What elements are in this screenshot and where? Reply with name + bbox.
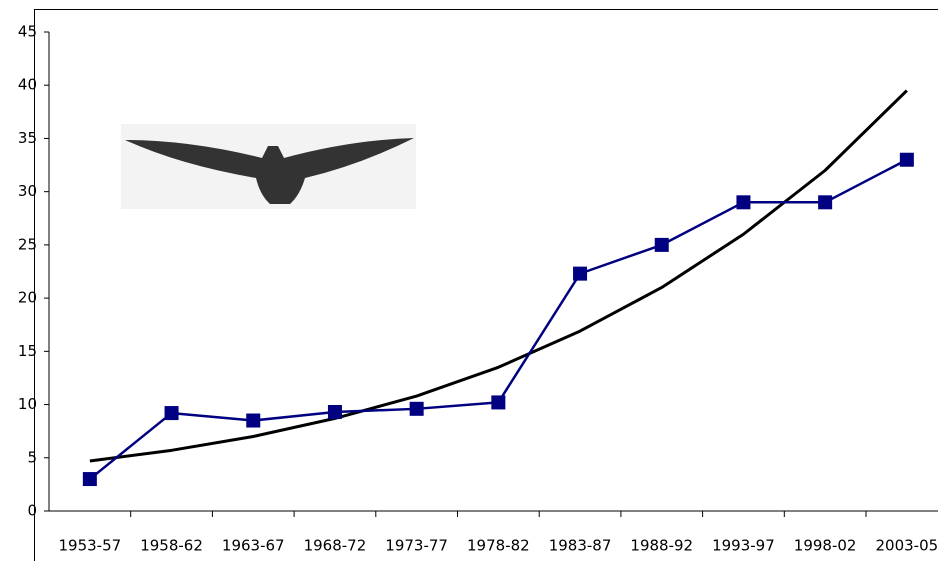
marker <box>491 395 506 410</box>
marker <box>246 413 261 428</box>
marker <box>409 401 424 416</box>
y-tick-label: 45 <box>18 23 37 41</box>
x-tick-label: 1988-92 <box>630 537 693 555</box>
x-tick-label: 1998-02 <box>794 537 857 555</box>
marker <box>654 237 669 252</box>
y-tick-label: 30 <box>18 182 37 200</box>
marker <box>82 472 97 487</box>
y-tick-label: 35 <box>18 129 37 147</box>
y-tick-label: 40 <box>18 76 37 94</box>
eagle-image <box>121 124 416 209</box>
x-tick-label: 1993-97 <box>712 537 775 555</box>
x-tick-label: 1978-82 <box>467 537 530 555</box>
chart-frame <box>34 9 938 561</box>
x-tick-label: 1983-87 <box>549 537 612 555</box>
marker <box>164 406 179 421</box>
y-tick-label: 5 <box>27 448 37 466</box>
y-tick-label: 15 <box>18 342 37 360</box>
x-tick-label: 1968-72 <box>304 537 367 555</box>
x-tick-label: 2003-05 <box>876 537 938 555</box>
x-tick-label: 1953-57 <box>59 537 122 555</box>
marker <box>736 195 751 210</box>
y-tick-label: 0 <box>27 502 37 520</box>
marker <box>327 405 342 420</box>
x-tick-label: 1973-77 <box>385 537 448 555</box>
y-tick-label: 10 <box>18 395 37 413</box>
y-tick-label: 20 <box>18 289 37 307</box>
series-line <box>89 89 908 463</box>
marker <box>899 152 914 167</box>
x-tick-label: 1958-62 <box>140 537 203 555</box>
marker <box>818 195 833 210</box>
x-tick-label: 1963-67 <box>222 537 285 555</box>
marker <box>573 266 588 281</box>
y-tick-label: 25 <box>18 235 37 253</box>
